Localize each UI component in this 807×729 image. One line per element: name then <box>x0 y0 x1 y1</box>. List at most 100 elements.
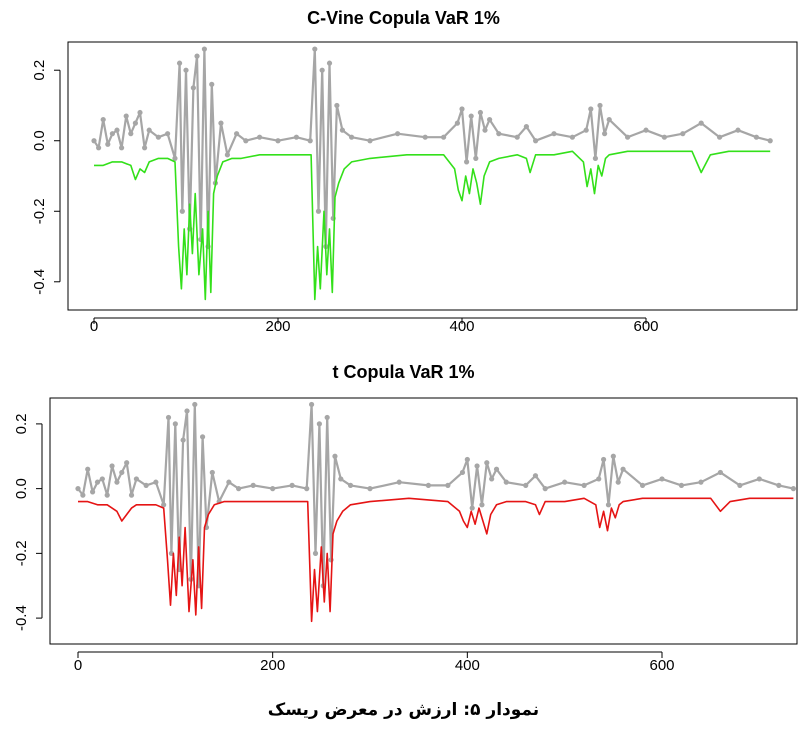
returns-point <box>643 127 649 133</box>
returns-point <box>132 120 138 126</box>
returns-point <box>588 106 594 112</box>
returns-point <box>192 401 198 408</box>
returns-point <box>100 116 106 123</box>
returns-point <box>396 479 402 485</box>
returns-point <box>473 155 479 161</box>
returns-point <box>422 134 428 140</box>
returns-point <box>155 134 161 140</box>
returns-point <box>542 486 548 492</box>
returns-point <box>482 127 488 133</box>
var-line <box>78 497 794 623</box>
returns-point <box>661 134 668 140</box>
returns-point <box>180 437 186 443</box>
returns-point <box>717 134 723 140</box>
y-tick-label: 0.0 <box>13 478 30 499</box>
returns-point <box>293 134 299 140</box>
returns-point <box>209 81 215 87</box>
returns-point <box>503 479 509 485</box>
returns-point <box>776 482 782 488</box>
returns-point <box>339 127 345 133</box>
returns-point <box>94 479 101 485</box>
returns-point <box>678 482 685 488</box>
x-tick-label: 600 <box>649 657 674 674</box>
returns-point <box>209 469 215 476</box>
returns-point <box>146 127 152 133</box>
returns-point <box>165 414 172 421</box>
returns-point <box>533 138 539 144</box>
y-tick-label: -0.2 <box>31 198 48 224</box>
chart-2-title: t Copula VaR 1% <box>332 362 475 382</box>
returns-point <box>316 421 322 427</box>
returns-point <box>304 486 310 492</box>
returns-point <box>194 53 200 59</box>
returns-point <box>137 109 143 116</box>
returns-point <box>289 482 295 488</box>
returns-point <box>735 127 741 133</box>
figure-caption: نمودار ۵: ارزش در معرض ریسک <box>267 700 540 720</box>
returns-point <box>523 124 530 130</box>
returns-point <box>569 134 576 140</box>
returns-point <box>224 152 230 158</box>
chart-1: 0 200 400 600 0.2 0.0 -0.2 -0.4 <box>31 41 798 335</box>
returns-point <box>319 67 325 73</box>
chart-1-title: C-Vine Copula VaR 1% <box>307 8 500 28</box>
returns-point <box>236 486 242 492</box>
returns-point <box>332 453 338 459</box>
returns-point <box>176 60 183 66</box>
returns-point <box>234 131 240 137</box>
returns-point <box>581 482 587 488</box>
returns-point <box>349 134 355 140</box>
returns-point <box>334 102 340 109</box>
returns-point <box>109 131 115 137</box>
returns-point <box>605 502 612 508</box>
returns-point <box>105 141 111 147</box>
x-tick-label: 400 <box>449 318 474 335</box>
x-tick-label: 200 <box>260 657 285 674</box>
returns-point <box>85 466 91 472</box>
returns-point <box>477 109 483 116</box>
returns-point <box>99 476 105 482</box>
returns-point <box>90 489 96 495</box>
returns-point <box>395 131 401 137</box>
returns-point <box>96 145 102 151</box>
y-tick-label: -0.4 <box>13 605 30 631</box>
returns-point <box>226 479 232 485</box>
returns-point <box>737 482 743 488</box>
returns-point <box>425 482 431 488</box>
returns-point <box>123 113 129 119</box>
returns-point <box>583 127 589 133</box>
returns-point <box>493 466 500 472</box>
returns-point <box>114 127 120 133</box>
returns-point <box>119 469 125 476</box>
returns-point <box>756 476 762 482</box>
returns-point <box>250 482 256 488</box>
returns-point <box>474 463 480 469</box>
returns-point <box>514 134 520 140</box>
returns-point <box>601 456 607 463</box>
returns-point <box>620 466 626 472</box>
returns-point <box>464 456 470 463</box>
returns-point <box>172 155 178 161</box>
returns-point <box>606 116 612 123</box>
returns-point <box>179 208 185 214</box>
returns-point <box>119 145 125 151</box>
returns-point <box>459 469 466 476</box>
returns-point <box>80 492 86 498</box>
returns-point <box>496 131 502 137</box>
returns-point <box>184 408 190 414</box>
returns-point <box>790 486 797 492</box>
returns-point <box>487 116 493 123</box>
returns-point <box>133 476 139 482</box>
returns-point <box>625 134 631 140</box>
y-tick-label: 0.0 <box>31 130 48 151</box>
returns-point <box>270 486 276 492</box>
returns-point <box>464 159 470 165</box>
returns-point <box>484 460 490 466</box>
returns-point <box>161 502 167 508</box>
returns-point <box>104 492 110 498</box>
returns-point <box>767 138 773 144</box>
returns-point <box>523 482 529 488</box>
returns-point <box>698 479 704 485</box>
returns-point <box>597 102 603 109</box>
returns-point <box>753 134 760 140</box>
